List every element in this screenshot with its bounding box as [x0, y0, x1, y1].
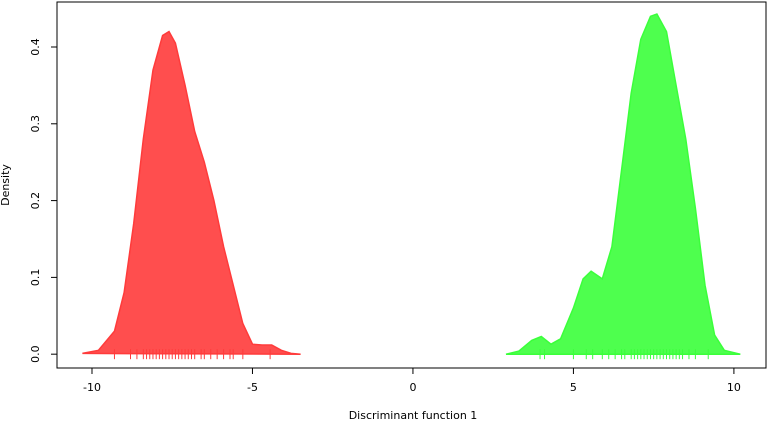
x-tick-label: 10	[727, 381, 741, 394]
y-axis-title: Density	[0, 164, 12, 206]
y-tick-label: 0.1	[29, 269, 42, 287]
density-area	[505, 13, 741, 355]
x-tick-label: 0	[409, 381, 416, 394]
y-tick-label: 0.3	[29, 115, 42, 133]
x-tick-label: 5	[570, 381, 577, 394]
x-tick-label: -10	[83, 381, 101, 394]
y-tick-label: 0.2	[29, 192, 42, 210]
x-axis-title: Discriminant function 1	[349, 409, 478, 422]
density-area	[82, 30, 301, 355]
y-tick-label: 0.4	[29, 38, 42, 56]
x-tick-label: -5	[247, 381, 258, 394]
y-tick-label: 0.0	[29, 345, 42, 363]
